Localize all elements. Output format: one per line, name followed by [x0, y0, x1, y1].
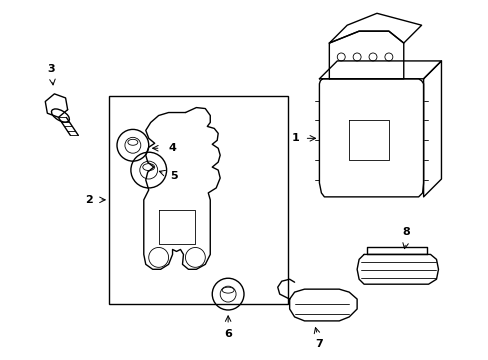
- Text: 4: 4: [168, 143, 176, 153]
- Text: 5: 5: [170, 171, 178, 181]
- Text: 8: 8: [402, 226, 410, 237]
- Bar: [109, 96, 287, 304]
- Text: 6: 6: [224, 329, 232, 339]
- Text: 1: 1: [291, 133, 299, 143]
- Text: 3: 3: [48, 64, 55, 74]
- Text: 7: 7: [315, 339, 323, 349]
- Text: 2: 2: [85, 195, 93, 205]
